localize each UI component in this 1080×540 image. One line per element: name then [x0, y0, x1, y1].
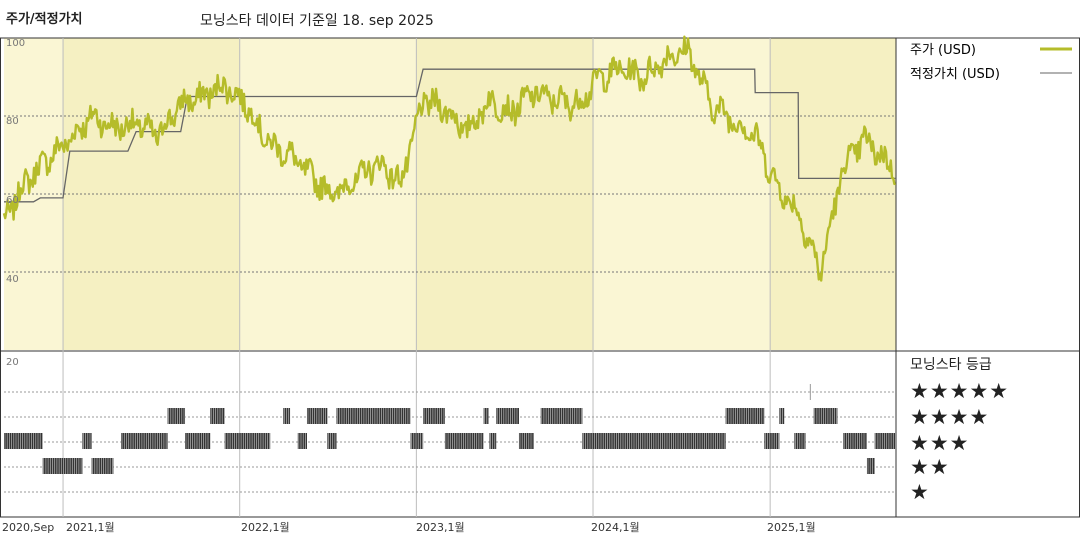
rating-segment-4: [121, 433, 168, 449]
rating-segment-24: [764, 433, 780, 449]
rating-title: 모닝스타 등급: [910, 357, 992, 373]
rating-5-stars: ★★★★★: [910, 379, 1010, 403]
rating-segment-8: [224, 433, 271, 449]
rating-segment-20: [518, 433, 534, 449]
legend-price-label: 주가 (USD): [910, 43, 976, 58]
rating-segment-5: [167, 408, 186, 424]
rating-segment-0: [4, 433, 43, 449]
rating-segment-22: [582, 433, 726, 449]
rating-segment-25: [779, 408, 785, 424]
y-tick-label-40: 40: [6, 274, 19, 285]
rating-segment-2: [82, 433, 92, 449]
x-tick-label-0: 2020,Sep: [2, 521, 54, 534]
x-tick-label-4: 2024,1월: [591, 521, 640, 534]
rating-y-tick-label: 20: [6, 357, 19, 368]
rating-segment-9: [283, 408, 291, 424]
rating-segment-10: [297, 433, 307, 449]
x-tick-label-5: 2025,1월: [767, 521, 816, 534]
price-series: [2, 35, 897, 282]
axis-tick-labels: 100 80 60 40 20 2020,Sep 2021,1월 2022,1월 2023,1월…: [2, 38, 816, 534]
rating-segment-14: [410, 433, 424, 449]
rating-segment-19: [496, 408, 519, 424]
rating-4-stars: ★★★★: [910, 405, 990, 429]
fair-value-series: [4, 68, 896, 203]
y-tick-label-80: 80: [6, 116, 19, 127]
rating-3-stars: ★★★: [910, 431, 970, 455]
rating-segment-18: [489, 433, 497, 449]
y-tick-label-100: 100: [6, 38, 25, 49]
rating-1-stars: ★: [910, 480, 930, 504]
rating-segment-30: [866, 458, 875, 474]
rating-bars: [4, 384, 896, 474]
x-tick-label-2: 2022,1월: [241, 521, 290, 534]
rating-segment-16: [444, 433, 484, 449]
legend-fair-label: 적정가치 (USD): [910, 67, 1000, 82]
rating-segment-23: [725, 408, 765, 424]
legend: 주가 (USD) 적정가치 (USD): [910, 43, 1072, 82]
rating-segment-3: [91, 458, 114, 474]
rating-segment-17: [483, 408, 489, 424]
chart-title: 주가/적정가치: [6, 12, 83, 27]
rating-segment-1: [42, 458, 83, 474]
rating-segment-11: [306, 408, 328, 424]
rating-2-stars: ★★: [910, 455, 950, 479]
price-line: [2, 35, 897, 282]
rating-segment-29: [843, 433, 867, 449]
rating-segment-13: [336, 408, 411, 424]
x-tick-label-1: 2021,1월: [66, 521, 115, 534]
rating-segment-7: [210, 408, 225, 424]
rating-segment-31: [874, 433, 896, 449]
y-tick-label-60: 60: [6, 195, 19, 206]
rating-segment-28: [813, 408, 838, 424]
data-date-caption: 모닝스타 데이터 기준일 18. sep 2025: [200, 13, 434, 29]
x-tick-label-3: 2023,1월: [416, 521, 465, 534]
rating-segment-26: [794, 433, 806, 449]
fair-value-line: [4, 68, 896, 203]
rating-segment-21: [540, 408, 583, 424]
rating-segment-15: [423, 408, 445, 424]
rating-segment-6: [185, 433, 211, 449]
rating-segment-12: [327, 433, 337, 449]
